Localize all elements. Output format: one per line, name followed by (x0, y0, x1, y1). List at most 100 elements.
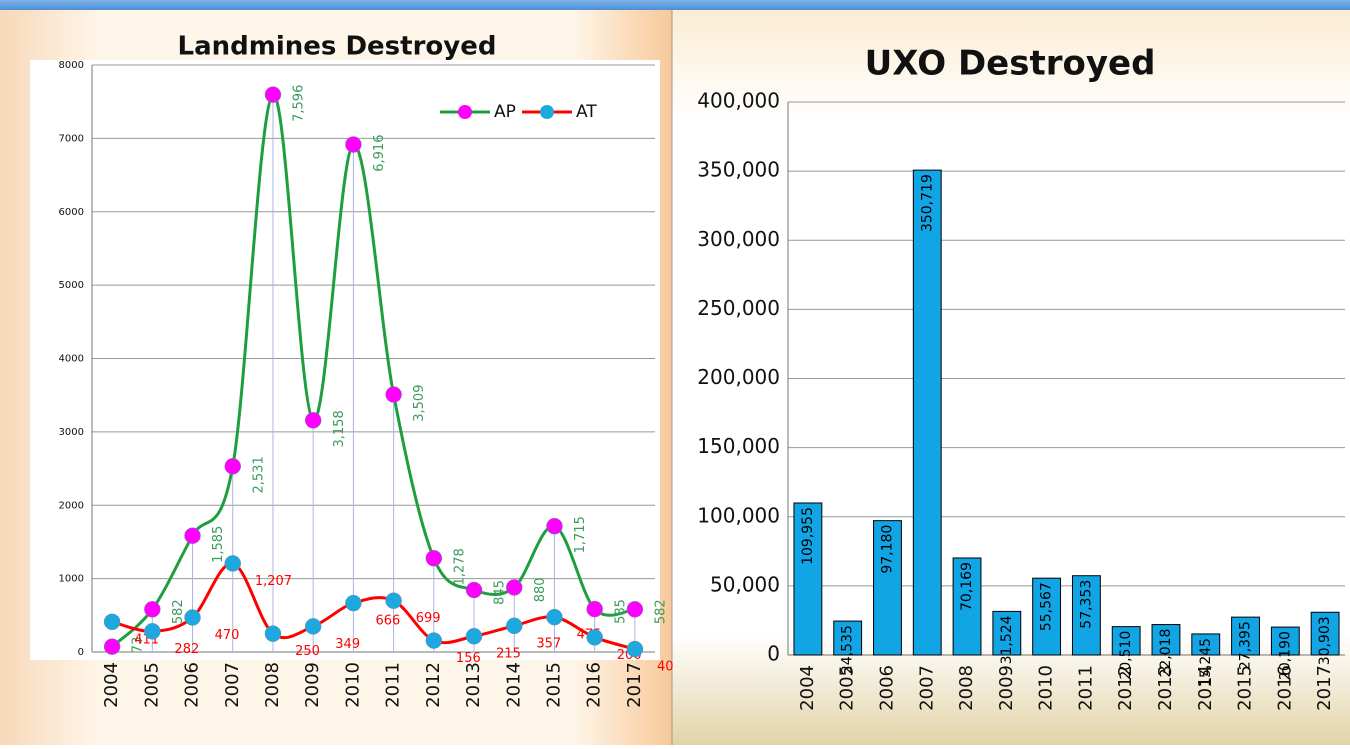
y-tick-label: 0 (767, 642, 780, 666)
y-tick-label: 350,000 (697, 158, 780, 182)
data-label: 55,567 (1039, 582, 1055, 631)
x-tick-label: 2016 (1274, 665, 1295, 711)
bar (1111, 626, 1141, 656)
x-tick-label: 2009 (996, 665, 1017, 711)
bar (1310, 611, 1340, 656)
marker (546, 517, 563, 535)
legend-label: AP (494, 102, 516, 122)
marker (184, 527, 201, 544)
marker (304, 412, 322, 429)
bar (952, 557, 982, 656)
y-tick-label: 200,000 (697, 365, 780, 389)
x-tick-label: 2010 (1036, 665, 1057, 711)
plot-area (30, 60, 660, 660)
y-tick-label: 0 (78, 647, 84, 658)
data-label: 73 (131, 637, 146, 654)
bar (833, 620, 863, 656)
y-tick-label: 5000 (59, 280, 84, 291)
x-tick-label: 2012 (1115, 665, 1136, 711)
data-label: 20,510 (1118, 631, 1134, 680)
data-label: 31,524 (999, 615, 1015, 664)
data-label: 1,278 (452, 548, 467, 585)
marker (264, 625, 282, 642)
y-tick-label: 6000 (59, 207, 84, 218)
data-label: 97,180 (879, 525, 895, 574)
data-label: 24,535 (840, 625, 856, 674)
x-tick-label: 2008 (262, 662, 283, 708)
data-label: 1,715 (573, 516, 588, 553)
bar (1191, 633, 1221, 656)
legend-marker (458, 105, 472, 119)
x-tick-label: 2017 (1314, 665, 1335, 711)
y-tick-label: 100,000 (697, 503, 780, 527)
marker (304, 618, 322, 635)
marker (144, 623, 161, 640)
x-tick-label: 2015 (1235, 665, 1256, 711)
data-label: 57,353 (1078, 580, 1094, 629)
x-tick-label: 2012 (423, 662, 444, 708)
legend-marker (540, 105, 554, 119)
data-label: 15,245 (1198, 638, 1214, 687)
data-label: 582 (171, 599, 186, 624)
series-line (111, 93, 636, 648)
bar (1071, 575, 1101, 656)
marker (224, 555, 241, 572)
marker (506, 617, 523, 635)
data-label: 27,395 (1238, 621, 1254, 670)
bar (912, 169, 942, 656)
data-label: 349 (335, 637, 360, 652)
data-label: 3,158 (332, 410, 347, 447)
bar (1270, 626, 1300, 656)
marker (626, 601, 644, 618)
x-tick-label: 2011 (1075, 665, 1096, 711)
bar (1032, 577, 1062, 656)
marker (586, 600, 603, 618)
data-label: 20,190 (1277, 631, 1293, 680)
x-tick-label: 2008 (956, 665, 977, 711)
x-tick-label: 2010 (342, 662, 363, 708)
data-label: 109,955 (800, 507, 816, 565)
x-tick-label: 2014 (503, 662, 524, 708)
data-label: 7,596 (292, 85, 307, 122)
data-label: 470 (215, 628, 240, 643)
y-tick-label: 400,000 (697, 89, 780, 113)
legend-label: AT (576, 102, 597, 122)
x-tick-label: 2009 (302, 662, 323, 708)
marker (465, 627, 483, 645)
y-tick-label: 150,000 (697, 434, 780, 458)
bar (793, 502, 823, 656)
marker (546, 608, 563, 626)
x-tick-label: 2017 (624, 662, 645, 708)
marker (385, 386, 402, 403)
data-label: 282 (174, 642, 199, 657)
marker (103, 613, 121, 631)
data-label: 1,207 (255, 574, 292, 589)
marker (103, 638, 121, 655)
marker (144, 601, 161, 618)
data-label: 6,916 (372, 135, 387, 172)
x-tick-label: 2007 (916, 665, 937, 711)
data-label: 350,719 (919, 174, 935, 232)
y-tick-label: 300,000 (697, 227, 780, 251)
y-tick-label: 250,000 (697, 296, 780, 320)
x-tick-label: 2005 (141, 662, 162, 708)
x-tick-label: 2007 (222, 662, 243, 708)
x-tick-label: 2006 (182, 662, 203, 708)
data-label: 357 (536, 636, 561, 651)
x-tick-label: 2004 (101, 662, 122, 708)
marker (465, 581, 483, 599)
data-label: 3,509 (412, 385, 427, 422)
data-label: 70,169 (959, 562, 975, 611)
marker (184, 609, 201, 626)
data-label: 1,585 (211, 526, 226, 563)
x-tick-label: 2005 (837, 665, 858, 711)
marker (506, 579, 523, 596)
y-tick-label: 50,000 (710, 572, 780, 596)
bar (873, 520, 902, 656)
data-label: 666 (376, 614, 401, 629)
y-tick-label: 1000 (59, 574, 84, 585)
bar (992, 610, 1022, 656)
marker (224, 458, 241, 475)
marker (425, 549, 443, 567)
y-tick-label: 3000 (59, 427, 84, 438)
